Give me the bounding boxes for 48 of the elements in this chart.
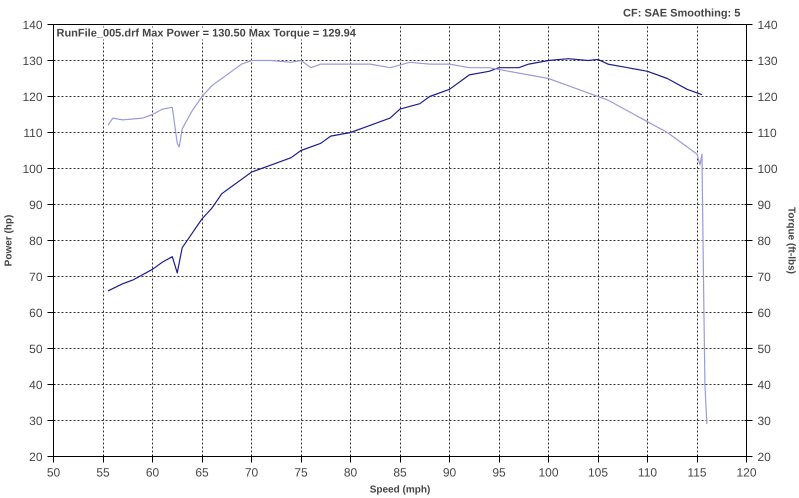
y-axis-title: Power (hp) xyxy=(3,214,14,266)
x-tick-label: 115 xyxy=(687,466,707,480)
line-series xyxy=(107,58,703,292)
x-tick-label: 50 xyxy=(46,466,60,480)
y-tick-label: 20 xyxy=(29,450,43,464)
y-tick-label: 40 xyxy=(29,378,43,392)
y2-tick-label: 110 xyxy=(758,126,777,140)
y2-tick-label: 140 xyxy=(758,18,778,32)
y2-tick-label: 40 xyxy=(758,378,772,392)
y2-tick-label: 30 xyxy=(758,414,772,428)
x-tick-label: 55 xyxy=(96,466,110,480)
y-tick-label: 30 xyxy=(29,414,43,428)
y2-tick-label: 90 xyxy=(758,198,772,212)
x-tick-label: 95 xyxy=(492,466,506,480)
y-tick-label: 120 xyxy=(22,90,43,104)
y2-tick-label: 60 xyxy=(758,306,772,320)
y-tick-label: 140 xyxy=(22,18,43,32)
x-axis-title: Speed (mph) xyxy=(370,484,430,496)
y2-tick-label: 70 xyxy=(758,270,772,284)
y-tick-label: 70 xyxy=(29,270,43,284)
y2-tick-label: 80 xyxy=(758,234,772,248)
y-tick-label: 90 xyxy=(29,198,43,212)
x-tick-label: 65 xyxy=(195,466,209,480)
y-tick-label: 130 xyxy=(22,54,43,68)
y2-tick-label: 20 xyxy=(758,450,772,464)
y2-tick-label: 120 xyxy=(758,90,778,104)
annotation: RunFile_005.drf Max Power = 130.50 Max Torque = 129.94 xyxy=(56,28,357,40)
y-tick-label: 60 xyxy=(29,306,43,320)
y2-tick-label: 100 xyxy=(758,162,778,176)
x-tick-label: 60 xyxy=(146,466,160,480)
y-tick-label: 110 xyxy=(23,126,43,140)
y-tick-label: 50 xyxy=(29,342,43,356)
x-tick-label: 90 xyxy=(442,466,456,480)
x-tick-label: 75 xyxy=(294,466,308,480)
x-tick-label: 110 xyxy=(638,466,658,480)
y-tick-label: 80 xyxy=(29,234,43,248)
x-tick-label: 120 xyxy=(736,466,757,480)
x-tick-label: 100 xyxy=(538,466,559,480)
y-tick-label: 100 xyxy=(22,162,43,176)
x-tick-label: 85 xyxy=(393,466,407,480)
x-tick-label: 80 xyxy=(344,466,358,480)
line-series xyxy=(107,60,708,425)
y2-tick-label: 130 xyxy=(758,54,778,68)
x-tick-label: 70 xyxy=(244,466,258,480)
x-tick-label: 105 xyxy=(588,466,608,480)
text: CF: SAE Smoothing: 5 xyxy=(623,8,740,20)
y2-axis-title: Torque (ft-lbs) xyxy=(786,206,797,274)
y2-tick-label: 50 xyxy=(758,342,772,356)
